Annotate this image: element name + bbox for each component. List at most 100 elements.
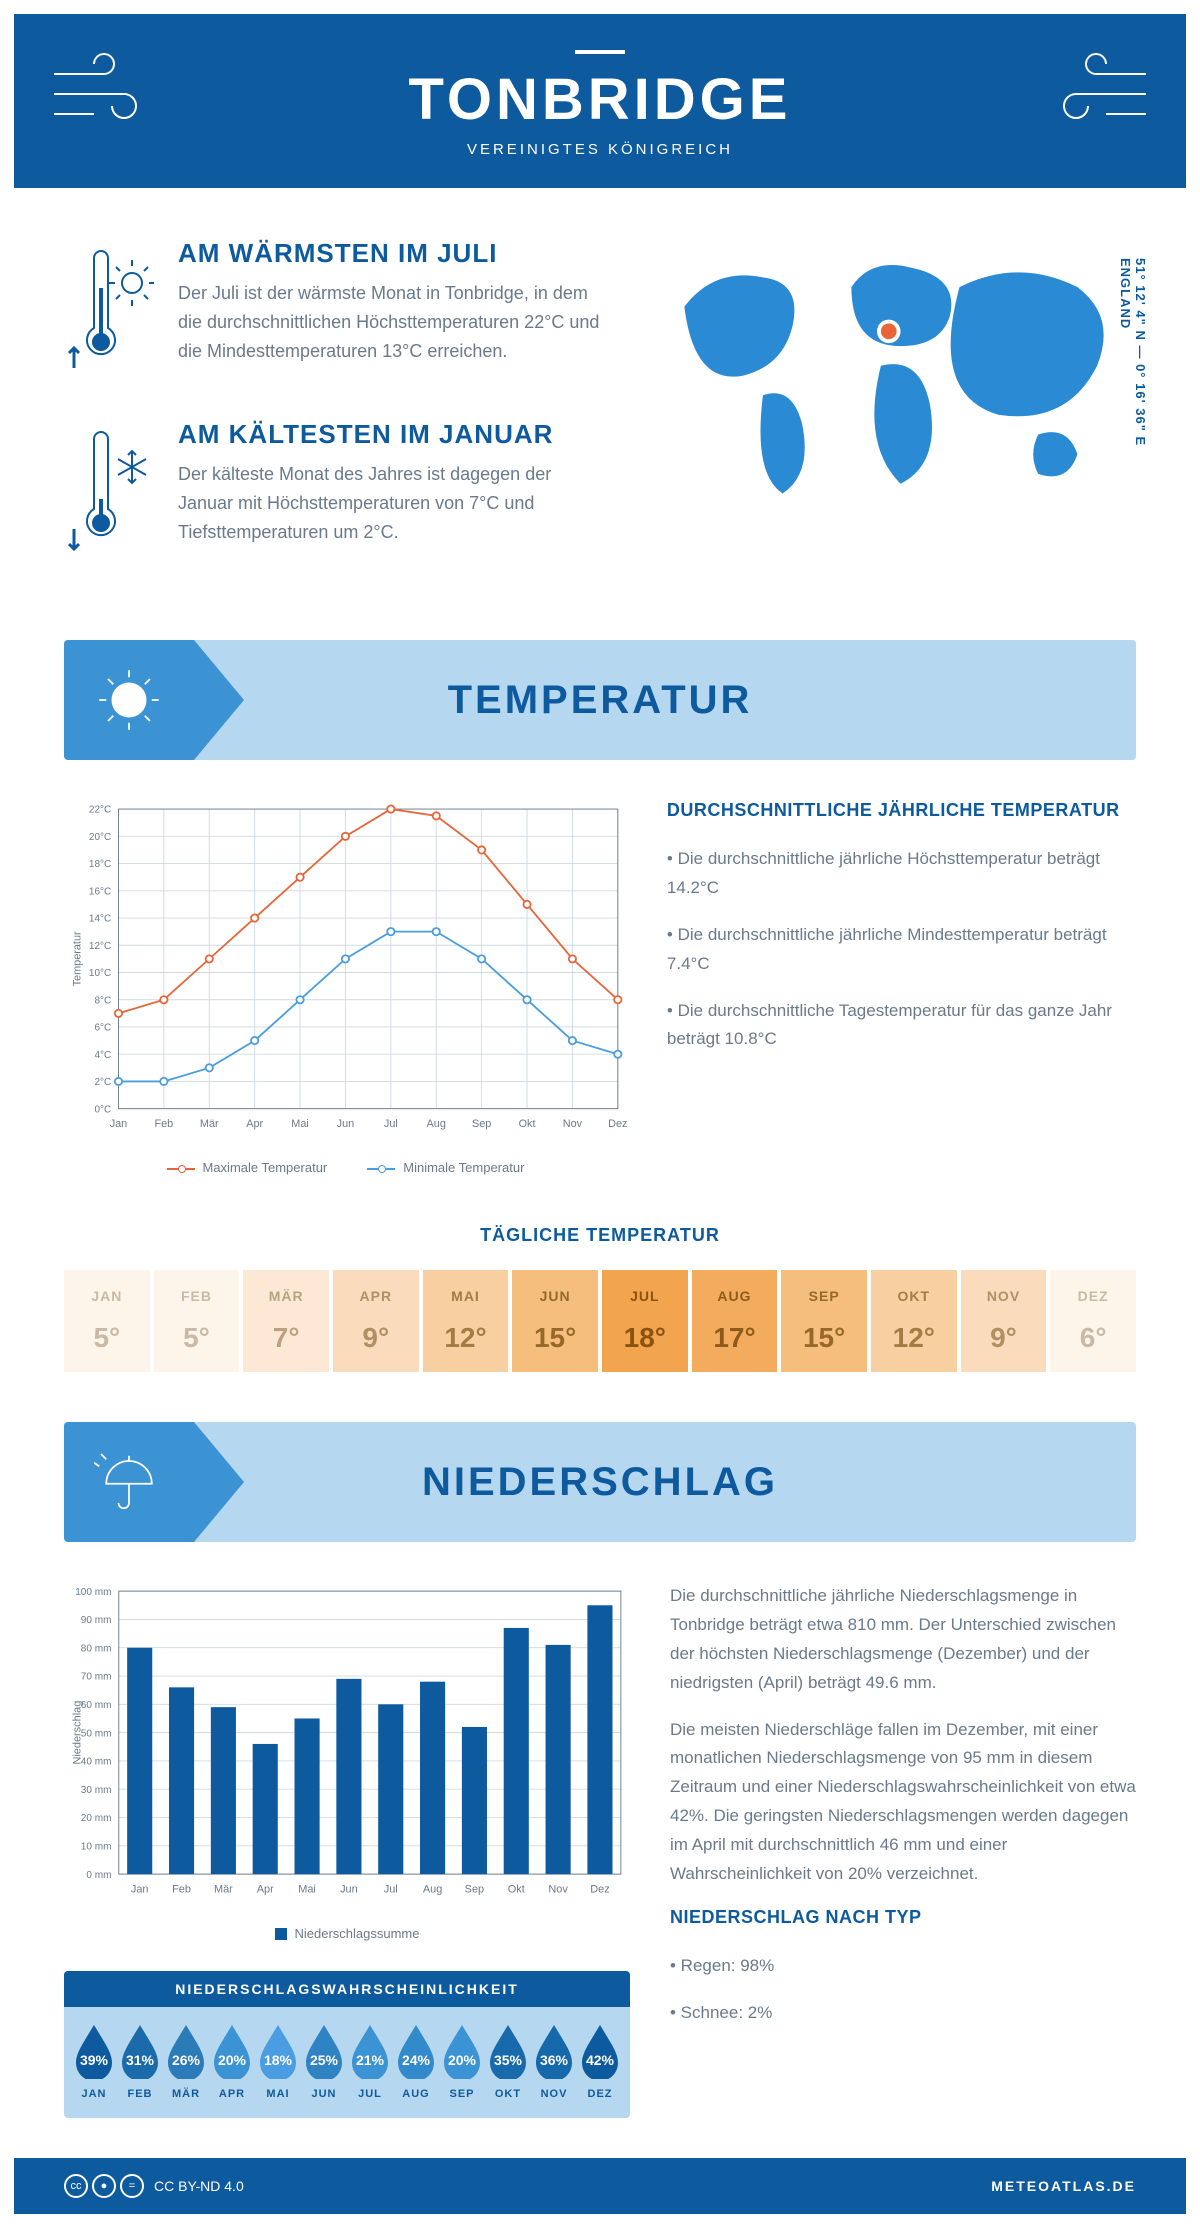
precipitation-chart-row: 0 mm10 mm20 mm30 mm40 mm50 mm60 mm70 mm8… — [14, 1542, 1186, 2158]
svg-text:Niederschlag: Niederschlag — [71, 1701, 83, 1765]
daily-temp-cell: APR 9° — [333, 1270, 419, 1372]
precip-text: Die durchschnittliche jährliche Niedersc… — [670, 1582, 1136, 1698]
precip-drop: 20% APR — [210, 2021, 254, 2100]
precipitation-probability: NIEDERSCHLAGSWAHRSCHEINLICHKEIT 39% JAN … — [64, 1971, 630, 2118]
precip-type-bullet: • Regen: 98% — [670, 1952, 1136, 1981]
svg-text:Jun: Jun — [337, 1118, 355, 1130]
svg-text:6°C: 6°C — [94, 1023, 111, 1034]
precip-drop: 42% DEZ — [578, 2021, 622, 2100]
svg-text:60 mm: 60 mm — [81, 1700, 112, 1711]
coordinates: 51° 12' 4" N — 0° 16' 36" E ENGLAND — [1118, 258, 1148, 446]
precipitation-section-header: NIEDERSCHLAG — [64, 1422, 1136, 1542]
precipitation-legend: Niederschlagssumme — [64, 1926, 630, 1941]
svg-text:Mär: Mär — [200, 1118, 219, 1130]
license-text: CC BY-ND 4.0 — [154, 2178, 244, 2194]
daily-temp-cell: AUG 17° — [692, 1270, 778, 1372]
svg-text:Mai: Mai — [298, 1883, 316, 1895]
temp-side-title: DURCHSCHNITTLICHE JÄHRLICHE TEMPERATUR — [667, 800, 1136, 821]
precip-text: Die meisten Niederschläge fallen im Deze… — [670, 1716, 1136, 1889]
warmest-title: AM WÄRMSTEN IM JULI — [178, 238, 605, 269]
daily-temp-cell: JAN 5° — [64, 1270, 150, 1372]
wind-icon — [44, 44, 164, 144]
svg-text:Aug: Aug — [423, 1883, 442, 1895]
warmest-text: Der Juli ist der wärmste Monat in Tonbri… — [178, 279, 605, 365]
svg-text:20%: 20% — [218, 2052, 247, 2068]
svg-text:Dez: Dez — [590, 1883, 609, 1895]
svg-text:50 mm: 50 mm — [81, 1728, 112, 1739]
svg-text:70 mm: 70 mm — [81, 1672, 112, 1683]
svg-text:20%: 20% — [448, 2052, 477, 2068]
svg-text:Feb: Feb — [154, 1118, 173, 1130]
svg-text:Feb: Feb — [172, 1883, 191, 1895]
svg-text:2°C: 2°C — [94, 1077, 111, 1088]
daily-temp-cell: MAI 12° — [423, 1270, 509, 1372]
precip-drop: 31% FEB — [118, 2021, 162, 2100]
svg-text:16°C: 16°C — [89, 886, 111, 897]
svg-text:Nov: Nov — [548, 1883, 568, 1895]
daily-temp-cell: JUL 18° — [602, 1270, 688, 1372]
svg-text:42%: 42% — [586, 2052, 615, 2068]
precip-drop: 26% MÄR — [164, 2021, 208, 2100]
svg-text:8°C: 8°C — [94, 995, 111, 1006]
temperature-section-header: TEMPERATUR — [64, 640, 1136, 760]
precip-prob-title: NIEDERSCHLAGSWAHRSCHEINLICHKEIT — [64, 1971, 630, 2007]
svg-text:Sep: Sep — [472, 1118, 491, 1130]
precip-drop: 18% MAI — [256, 2021, 300, 2100]
svg-text:Nov: Nov — [563, 1118, 583, 1130]
header: TONBRIDGE VEREINIGTES KÖNIGREICH — [14, 14, 1186, 188]
precip-type-title: NIEDERSCHLAG NACH TYP — [670, 1907, 1136, 1928]
svg-text:Apr: Apr — [257, 1883, 274, 1895]
svg-text:40 mm: 40 mm — [81, 1757, 112, 1768]
precip-drop: 39% JAN — [72, 2021, 116, 2100]
svg-text:21%: 21% — [356, 2052, 385, 2068]
svg-text:24%: 24% — [402, 2052, 431, 2068]
coldest-fact: AM KÄLTESTEN IM JANUAR Der kälteste Mona… — [64, 419, 605, 564]
svg-text:0 mm: 0 mm — [86, 1870, 111, 1881]
precip-drop: 35% OKT — [486, 2021, 530, 2100]
svg-text:Jun: Jun — [340, 1883, 358, 1895]
temperature-legend: Maximale Temperatur Minimale Temperatur — [64, 1160, 627, 1175]
daily-temp-cell: DEZ 6° — [1050, 1270, 1136, 1372]
svg-text:30 mm: 30 mm — [81, 1785, 112, 1796]
daily-temp-cell: SEP 15° — [781, 1270, 867, 1372]
temp-bullet: • Die durchschnittliche jährliche Höchst… — [667, 845, 1136, 903]
title-accent — [575, 50, 625, 54]
svg-text:35%: 35% — [494, 2052, 523, 2068]
svg-text:Okt: Okt — [519, 1118, 536, 1130]
country-subtitle: VEREINIGTES KÖNIGREICH — [34, 141, 1166, 158]
precip-drop: 21% JUL — [348, 2021, 392, 2100]
warmest-fact: AM WÄRMSTEN IM JULI Der Juli ist der wär… — [64, 238, 605, 383]
svg-text:18°C: 18°C — [89, 859, 111, 870]
cc-icon: cc — [64, 2174, 88, 2198]
daily-temp-title: TÄGLICHE TEMPERATUR — [64, 1225, 1136, 1246]
svg-text:Sep: Sep — [465, 1883, 484, 1895]
daily-temp-cell: MÄR 7° — [243, 1270, 329, 1372]
svg-text:10 mm: 10 mm — [81, 1841, 112, 1852]
license: cc ● = CC BY-ND 4.0 — [64, 2174, 244, 2198]
svg-text:22°C: 22°C — [89, 805, 111, 816]
svg-text:Dez: Dez — [608, 1118, 627, 1130]
temperature-title: TEMPERATUR — [448, 678, 753, 723]
svg-text:Jan: Jan — [110, 1118, 128, 1130]
temperature-chart-row: 0°C2°C4°C6°C8°C10°C12°C14°C16°C18°C20°C2… — [14, 760, 1186, 1215]
svg-text:100 mm: 100 mm — [75, 1587, 111, 1598]
svg-text:90 mm: 90 mm — [81, 1615, 112, 1626]
intro-section: AM WÄRMSTEN IM JULI Der Juli ist der wär… — [14, 188, 1186, 640]
cc-icons: cc ● = — [64, 2174, 144, 2198]
precipitation-bar-chart: 0 mm10 mm20 mm30 mm40 mm50 mm60 mm70 mm8… — [64, 1582, 630, 1911]
temperature-line-chart: 0°C2°C4°C6°C8°C10°C12°C14°C16°C18°C20°C2… — [64, 800, 627, 1145]
city-title: TONBRIDGE — [34, 66, 1166, 133]
svg-text:36%: 36% — [540, 2052, 569, 2068]
svg-text:14°C: 14°C — [89, 914, 111, 925]
wind-icon — [1036, 44, 1156, 144]
svg-text:31%: 31% — [126, 2052, 155, 2068]
temp-bullet: • Die durchschnittliche jährliche Mindes… — [667, 921, 1136, 979]
daily-temp-cell: JUN 15° — [512, 1270, 598, 1372]
svg-text:Okt: Okt — [508, 1883, 525, 1895]
svg-text:10°C: 10°C — [89, 968, 111, 979]
precip-drop: 24% AUG — [394, 2021, 438, 2100]
by-icon: ● — [92, 2174, 116, 2198]
svg-text:39%: 39% — [80, 2052, 109, 2068]
svg-text:Temperatur: Temperatur — [71, 931, 83, 986]
svg-text:0°C: 0°C — [94, 1104, 111, 1115]
